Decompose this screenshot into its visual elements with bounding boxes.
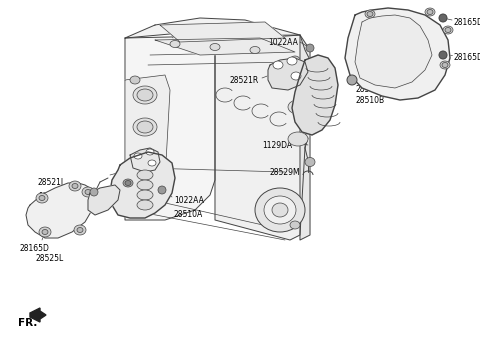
Ellipse shape <box>133 150 157 168</box>
Ellipse shape <box>445 28 451 33</box>
Ellipse shape <box>288 100 308 114</box>
Polygon shape <box>26 183 95 238</box>
Ellipse shape <box>148 160 156 166</box>
Polygon shape <box>155 38 295 55</box>
Ellipse shape <box>367 12 373 17</box>
Polygon shape <box>30 308 46 322</box>
Ellipse shape <box>137 89 153 101</box>
Ellipse shape <box>291 72 301 80</box>
Ellipse shape <box>287 57 297 65</box>
Ellipse shape <box>210 44 220 51</box>
Polygon shape <box>355 15 432 88</box>
Polygon shape <box>130 148 160 172</box>
Ellipse shape <box>137 180 153 190</box>
Ellipse shape <box>425 8 435 16</box>
Polygon shape <box>268 58 308 90</box>
Ellipse shape <box>264 196 296 224</box>
Polygon shape <box>292 55 338 135</box>
Ellipse shape <box>82 187 94 197</box>
Ellipse shape <box>39 195 45 201</box>
Ellipse shape <box>442 63 448 68</box>
Polygon shape <box>160 22 285 42</box>
Text: 1022AA: 1022AA <box>268 38 298 47</box>
Polygon shape <box>125 18 300 38</box>
Ellipse shape <box>290 56 300 64</box>
Text: FR.: FR. <box>18 318 37 328</box>
Text: 28525L: 28525L <box>35 254 63 263</box>
Ellipse shape <box>365 10 375 18</box>
Ellipse shape <box>137 200 153 210</box>
Polygon shape <box>110 152 175 218</box>
Polygon shape <box>88 185 120 215</box>
Ellipse shape <box>255 188 305 232</box>
Ellipse shape <box>306 44 314 52</box>
Text: 1129DA: 1129DA <box>262 141 292 150</box>
Ellipse shape <box>146 149 154 155</box>
Text: 28529M: 28529M <box>270 168 300 177</box>
Ellipse shape <box>123 179 133 187</box>
Ellipse shape <box>137 121 153 133</box>
Ellipse shape <box>130 76 140 84</box>
Polygon shape <box>215 35 310 240</box>
Ellipse shape <box>427 10 433 15</box>
Ellipse shape <box>250 47 260 53</box>
Ellipse shape <box>290 221 300 229</box>
Text: 1129DA: 1129DA <box>38 192 68 201</box>
Text: 28525R: 28525R <box>356 85 385 94</box>
Text: 28521R: 28521R <box>230 76 259 85</box>
Ellipse shape <box>130 181 140 189</box>
Ellipse shape <box>133 118 157 136</box>
Ellipse shape <box>137 153 153 165</box>
Polygon shape <box>300 35 310 240</box>
Ellipse shape <box>85 189 91 194</box>
Polygon shape <box>345 8 450 100</box>
Text: 28521L: 28521L <box>38 178 66 187</box>
Ellipse shape <box>273 61 283 69</box>
Ellipse shape <box>288 132 308 146</box>
Ellipse shape <box>90 188 98 196</box>
Ellipse shape <box>347 75 357 85</box>
Polygon shape <box>125 75 170 190</box>
Text: 28165D: 28165D <box>20 244 50 253</box>
Text: 28510A: 28510A <box>174 210 203 219</box>
Ellipse shape <box>440 61 450 69</box>
Text: 28165D: 28165D <box>454 53 480 62</box>
Ellipse shape <box>288 68 308 82</box>
Ellipse shape <box>74 225 86 235</box>
Ellipse shape <box>439 51 447 59</box>
Ellipse shape <box>134 153 142 159</box>
Ellipse shape <box>158 186 166 194</box>
Ellipse shape <box>133 86 157 104</box>
Text: 1022AA: 1022AA <box>174 196 204 205</box>
Text: 28510B: 28510B <box>356 96 385 105</box>
Ellipse shape <box>42 230 48 235</box>
Text: 28527S: 28527S <box>54 196 83 205</box>
Polygon shape <box>125 36 215 220</box>
Ellipse shape <box>36 193 48 203</box>
Ellipse shape <box>72 184 78 188</box>
Ellipse shape <box>69 181 81 191</box>
Ellipse shape <box>39 227 51 237</box>
Text: 28165D: 28165D <box>454 18 480 27</box>
Ellipse shape <box>125 181 131 186</box>
Ellipse shape <box>439 14 447 22</box>
Ellipse shape <box>137 190 153 200</box>
Ellipse shape <box>305 157 315 167</box>
Ellipse shape <box>77 227 83 233</box>
Ellipse shape <box>272 203 288 217</box>
Ellipse shape <box>137 170 153 180</box>
Ellipse shape <box>170 40 180 48</box>
Ellipse shape <box>443 26 453 34</box>
